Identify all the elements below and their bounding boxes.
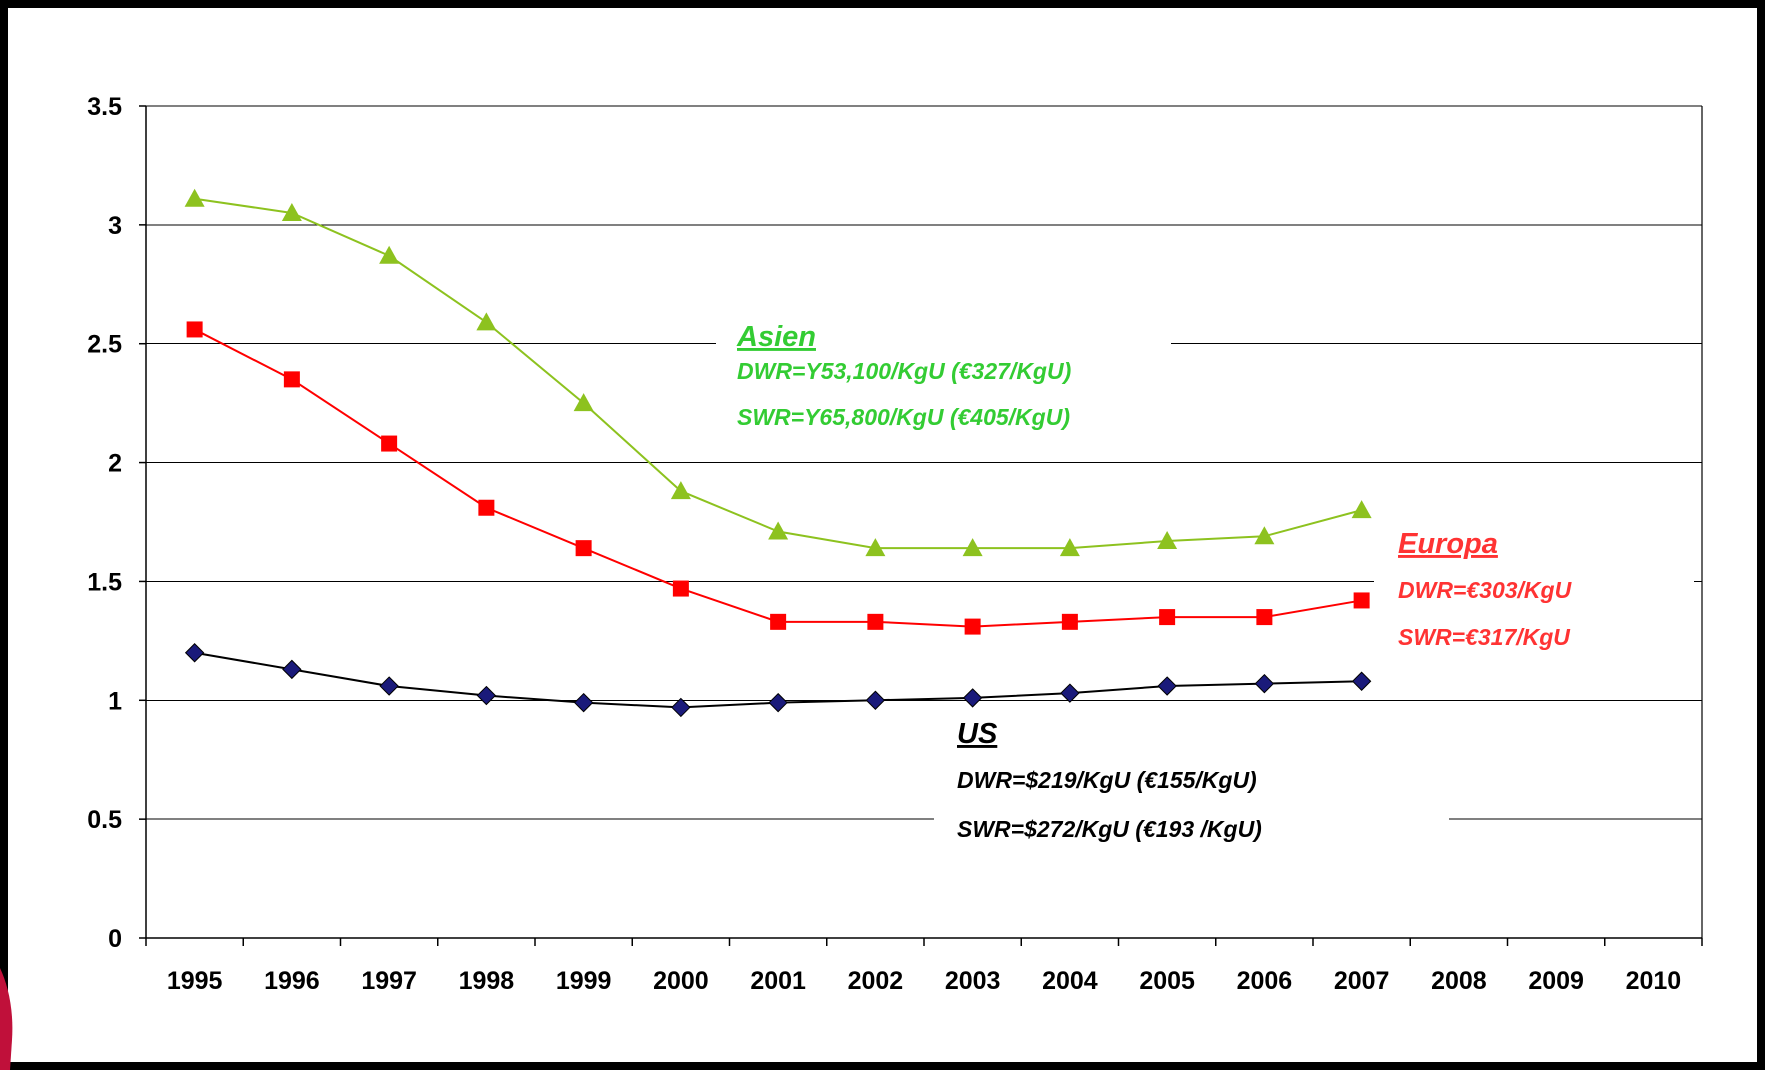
- annotation-asien-title: Asien: [736, 321, 816, 353]
- x-tick-label: 1998: [459, 967, 515, 995]
- data-point-asien-1997: [379, 245, 400, 264]
- series-group: [184, 188, 1372, 718]
- data-point-us-2004: [1060, 683, 1080, 703]
- annotation-bg-us: [934, 714, 1449, 844]
- data-point-europa-2000: [672, 580, 689, 597]
- data-point-asien-2003: [962, 538, 983, 557]
- y-tick-label: 3.5: [87, 93, 122, 121]
- data-point-us-2006: [1254, 673, 1275, 694]
- data-point-asien-2006: [1254, 526, 1275, 545]
- annotation-europa: Europa DWR=€303/KgU SWR=€317/KgU: [1398, 528, 1573, 650]
- data-point-europa-1999: [575, 540, 592, 557]
- x-tick-label: 2000: [653, 967, 709, 995]
- annotation-bg-asien: [716, 310, 1171, 438]
- x-tick-label: 2003: [945, 967, 1001, 995]
- data-point-us-2007: [1351, 671, 1372, 691]
- data-point-europa-1996: [283, 371, 300, 388]
- y-tick-label: 1: [108, 687, 122, 715]
- data-point-asien-1995: [184, 188, 205, 207]
- data-point-asien-2005: [1157, 531, 1178, 550]
- x-tick-label: 2006: [1237, 967, 1293, 995]
- data-point-asien-1998: [476, 312, 497, 331]
- x-tick-label: 2002: [848, 967, 904, 995]
- data-point-europa-2007: [1353, 592, 1370, 609]
- data-point-us-1996: [282, 659, 302, 680]
- data-point-europa-1997: [381, 435, 398, 452]
- data-point-europa-2005: [1159, 609, 1176, 626]
- annotation-asien-line-2: SWR=Y65,800/KgU (€405/KgU): [737, 404, 1070, 430]
- annotation-us: US DWR=$219/KgU (€155/KgU) SWR=$272/KgU …: [957, 718, 1262, 842]
- x-tick-label: 2007: [1334, 967, 1390, 995]
- y-tick-label: 2: [108, 450, 122, 478]
- x-tick-label: 2005: [1139, 967, 1195, 995]
- y-tick-label: 2.5: [87, 331, 122, 359]
- data-point-asien-2001: [768, 521, 789, 540]
- y-tick-label: 3: [108, 212, 122, 240]
- annotation-asien-line-1: DWR=Y53,100/KgU (€327/KgU): [737, 358, 1071, 384]
- data-point-europa-1995: [186, 321, 203, 338]
- data-point-us-1997: [379, 676, 399, 696]
- data-point-europa-2002: [867, 613, 884, 630]
- series-us: [184, 643, 1372, 718]
- data-point-europa-1998: [478, 499, 495, 516]
- data-point-asien-1996: [281, 202, 302, 221]
- annotation-bg-europa: [1374, 520, 1694, 660]
- annotation-europa-line-1: DWR=€303/KgU: [1398, 577, 1573, 603]
- data-point-europa-2004: [1061, 613, 1078, 630]
- data-point-us-2000: [671, 697, 691, 718]
- series-europa: [186, 321, 1370, 635]
- data-point-europa-2001: [770, 613, 787, 630]
- x-tick-label: 2010: [1626, 967, 1682, 995]
- y-tick-labels: 0 0.5 1 1.5 2 2.5 3 3.5: [87, 93, 146, 953]
- data-point-asien-1999: [573, 393, 594, 412]
- data-point-asien-2004: [1059, 538, 1080, 557]
- series-asien: [184, 188, 1372, 557]
- x-tick-labels: 1995 1996 1997 1998 1999 2000 2001 2002 2003 2004…: [145, 938, 1703, 995]
- data-point-asien-2000: [670, 481, 691, 500]
- y-tick-label: 0: [108, 925, 122, 953]
- x-tick-label: 2004: [1042, 967, 1098, 995]
- x-tick-label: 2008: [1431, 967, 1487, 995]
- x-tick-label: 1999: [556, 967, 612, 995]
- gridlines: [146, 105, 1702, 820]
- x-tick-label: 1995: [167, 967, 223, 995]
- data-point-us-1999: [573, 692, 594, 713]
- x-tick-label: 2009: [1528, 967, 1584, 995]
- data-point-us-1995: [184, 643, 205, 663]
- data-point-asien-2007: [1351, 500, 1372, 519]
- y-tick-label: 0.5: [87, 806, 122, 834]
- data-point-us-1998: [476, 685, 497, 706]
- x-tick-label: 1997: [361, 967, 417, 995]
- data-point-us-2001: [768, 692, 788, 713]
- x-tick-label: 1996: [264, 967, 320, 995]
- data-point-europa-2003: [964, 618, 981, 635]
- data-point-us-2005: [1157, 676, 1177, 696]
- annotation-europa-title: Europa: [1398, 528, 1498, 560]
- annotation-us-line-2: SWR=$272/KgU (€193 /KgU): [957, 816, 1262, 842]
- data-point-europa-2006: [1256, 609, 1273, 626]
- y-tick-label: 1.5: [87, 568, 122, 596]
- annotation-us-line-1: DWR=$219/KgU (€155/KgU): [957, 767, 1257, 793]
- corner-accent-logo: [0, 968, 13, 1070]
- annotation-us-title: US: [957, 718, 998, 750]
- annotation-europa-line-2: SWR=€317/KgU: [1398, 624, 1571, 650]
- x-tick-label: 2001: [750, 967, 806, 995]
- data-point-us-2003: [962, 688, 983, 708]
- annotation-asien: Asien DWR=Y53,100/KgU (€327/KgU) SWR=Y65…: [736, 321, 1071, 430]
- data-point-asien-2002: [865, 538, 886, 557]
- data-point-us-2002: [865, 690, 886, 710]
